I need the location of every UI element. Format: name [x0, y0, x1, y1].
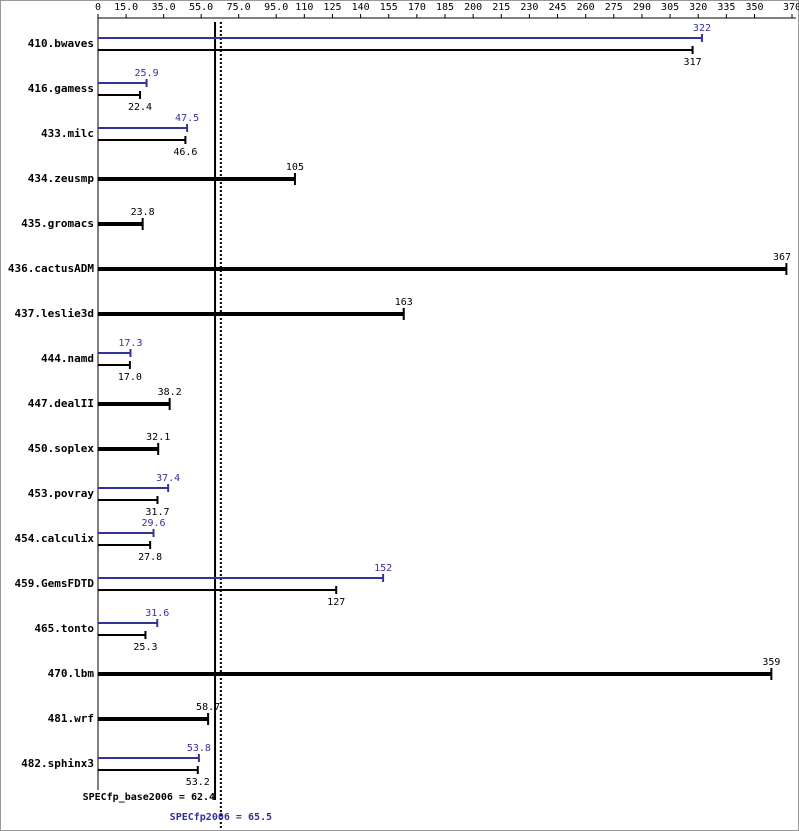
x-tick-label: 170 [408, 2, 426, 13]
x-tick-label: 15.0 [114, 2, 138, 13]
benchmark-label: 447.dealII [28, 397, 94, 410]
benchmark-label: 459.GemsFDTD [15, 577, 95, 590]
value-label: 31.6 [145, 608, 169, 619]
benchmark-label: 465.tonto [34, 622, 94, 635]
value-label: 317 [684, 57, 702, 68]
benchmark-label: 453.povray [28, 487, 95, 500]
value-label: 163 [395, 297, 413, 308]
value-label: 152 [374, 563, 392, 574]
x-tick-label: 275 [605, 2, 623, 13]
value-label: 38.2 [158, 387, 182, 398]
value-label: 32.1 [146, 432, 170, 443]
value-label: 127 [327, 597, 345, 608]
x-tick-label: 305 [661, 2, 679, 13]
benchmark-label: 435.gromacs [21, 217, 94, 230]
value-label: 17.3 [118, 338, 142, 349]
x-tick-label: 95.0 [264, 2, 288, 13]
benchmark-label: 416.gamess [28, 82, 94, 95]
x-tick-label: 35.0 [152, 2, 176, 13]
benchmark-label: 481.wrf [48, 712, 94, 725]
value-label: 27.8 [138, 552, 162, 563]
x-tick-label: 335 [717, 2, 735, 13]
x-tick-label: 125 [323, 2, 341, 13]
value-label: 25.9 [135, 68, 159, 79]
value-label: 31.7 [145, 507, 169, 518]
value-label: 47.5 [175, 113, 199, 124]
x-tick-label: 0 [95, 2, 101, 13]
x-tick-label: 320 [689, 2, 707, 13]
benchmark-label: 444.namd [41, 352, 94, 365]
value-label: 367 [773, 252, 791, 263]
benchmark-label: 450.soplex [28, 442, 95, 455]
value-label: 22.4 [128, 102, 152, 113]
x-tick-label: 75.0 [227, 2, 251, 13]
benchmark-label: 436.cactusADM [8, 262, 94, 275]
value-label: 322 [693, 23, 711, 34]
x-tick-label: 55.0 [189, 2, 213, 13]
x-tick-label: 185 [436, 2, 454, 13]
benchmark-label: 437.leslie3d [15, 307, 94, 320]
x-tick-label: 350 [745, 2, 763, 13]
x-tick-label: 245 [549, 2, 567, 13]
reference-label: SPECfp_base2006 = 62.4 [83, 792, 215, 803]
value-label: 58.7 [196, 702, 220, 713]
x-tick-label: 140 [352, 2, 370, 13]
value-label: 359 [762, 657, 780, 668]
x-tick-label: 260 [577, 2, 595, 13]
x-tick-label: 155 [380, 2, 398, 13]
value-label: 37.4 [156, 473, 180, 484]
x-tick-label: 215 [492, 2, 510, 13]
value-label: 17.0 [118, 372, 142, 383]
x-tick-label: 110 [295, 2, 313, 13]
value-label: 23.8 [131, 207, 155, 218]
value-label: 53.8 [187, 743, 211, 754]
x-tick-label: 200 [464, 2, 482, 13]
x-tick-label: 230 [520, 2, 538, 13]
value-label: 53.2 [186, 777, 210, 788]
x-tick-label: 290 [633, 2, 651, 13]
x-tick-label: 370 [783, 2, 799, 13]
reference-label: SPECfp2006 = 65.5 [170, 812, 272, 823]
benchmark-label: 434.zeusmp [28, 172, 95, 185]
value-label: 46.6 [173, 147, 197, 158]
benchmark-label: 470.lbm [48, 667, 95, 680]
value-label: 25.3 [133, 642, 157, 653]
benchmark-label: 454.calculix [15, 532, 95, 545]
benchmark-label: 433.milc [41, 127, 94, 140]
benchmark-label: 482.sphinx3 [21, 757, 94, 770]
value-label: 29.6 [141, 518, 165, 529]
benchmark-label: 410.bwaves [28, 37, 94, 50]
value-label: 105 [286, 162, 304, 173]
